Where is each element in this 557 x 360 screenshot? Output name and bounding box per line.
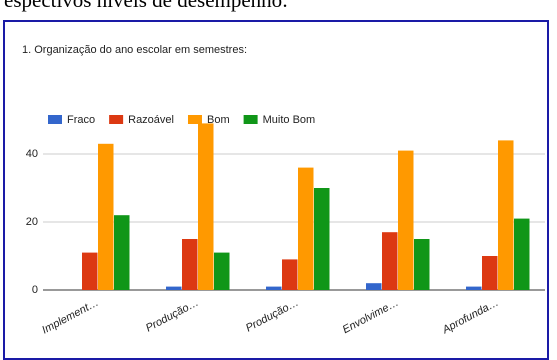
legend-label: Razoável: [128, 114, 174, 126]
legend-label: Bom: [207, 114, 230, 126]
bar: [498, 140, 514, 290]
bar: [314, 188, 330, 290]
bar: [266, 286, 282, 290]
legend-swatch: [243, 115, 258, 124]
legend-swatch: [109, 115, 124, 124]
y-tick-label: 40: [26, 148, 38, 160]
x-tick-label: Implement…: [40, 297, 101, 337]
bar: [166, 286, 182, 290]
y-tick-label: 0: [32, 284, 38, 296]
x-tick-label: Envolvime…: [341, 297, 401, 337]
bar: [514, 218, 530, 290]
bar: [114, 215, 130, 290]
bar: [198, 123, 214, 291]
bar: [382, 232, 398, 290]
x-tick-label: Aprofunda…: [440, 297, 501, 337]
legend-swatch: [187, 115, 202, 124]
bar: [298, 167, 314, 290]
y-tick-label: 20: [26, 216, 38, 228]
bar: [98, 143, 114, 290]
bar: [182, 239, 198, 290]
x-tick-label: Produção…: [144, 297, 201, 335]
bar: [482, 256, 498, 290]
bar: [366, 283, 382, 290]
bar: [398, 150, 414, 290]
legend-label: Muito Bom: [263, 114, 316, 126]
bar: [82, 252, 98, 290]
bar: [214, 252, 230, 290]
document-text: espectivos níveis de desempenho:: [4, 0, 289, 12]
bar: [282, 259, 298, 290]
chart-title: 1. Organização do ano escolar em semestr…: [22, 44, 247, 56]
x-tick-label: Produção…: [244, 297, 301, 335]
bar: [414, 239, 430, 290]
legend-label: Fraco: [67, 114, 95, 126]
legend-swatch: [48, 115, 62, 124]
bar: [466, 286, 482, 290]
